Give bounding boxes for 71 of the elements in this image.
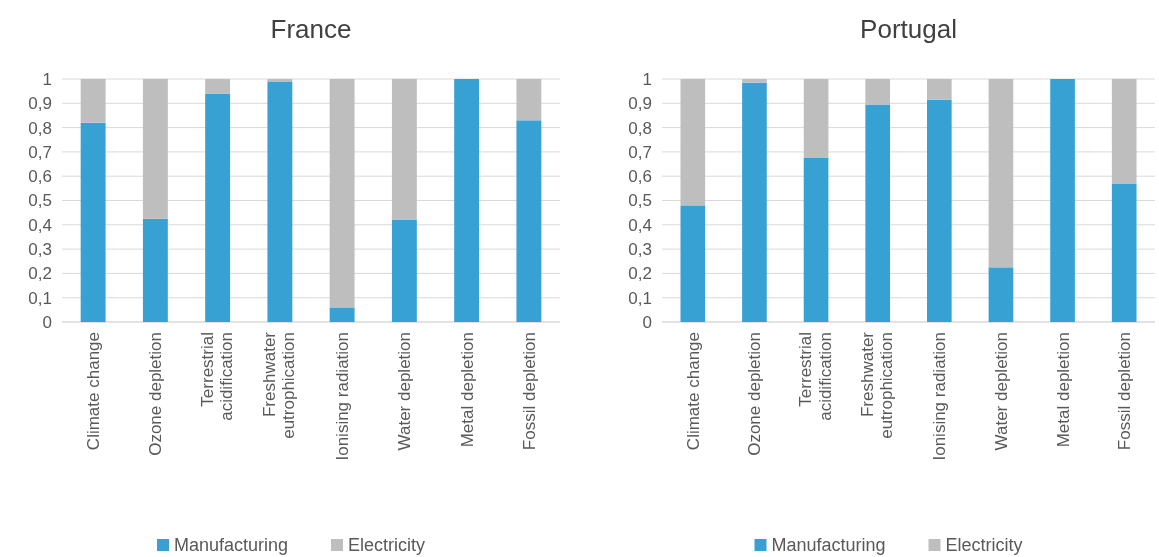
bar (742, 79, 767, 83)
y-tick-label: 0,7 (628, 142, 652, 162)
bar (391, 219, 417, 322)
y-tick-label: 1 (642, 69, 652, 89)
x-tick-label: Terrestrial acidification (197, 332, 237, 421)
y-tick-label: 0,4 (628, 215, 652, 235)
legend-label: Electricity (348, 535, 426, 556)
x-tick-label: Ionising radiation (930, 332, 950, 461)
legend-label: Manufacturing (771, 535, 886, 556)
bar (142, 79, 168, 219)
legend-label: Electricity (945, 535, 1023, 556)
x-tick-label: Climate change (683, 332, 703, 451)
bar (803, 79, 829, 158)
bar (267, 81, 293, 322)
y-tick-label: 0,1 (628, 288, 652, 308)
bar (680, 79, 706, 206)
bar (865, 104, 891, 322)
y-tick-label: 0 (42, 312, 52, 332)
bar (516, 120, 542, 322)
bar (1050, 79, 1075, 322)
chart-title: Portugal (860, 14, 957, 44)
bar (329, 79, 355, 308)
y-tick-label: 0,6 (628, 167, 652, 187)
x-tick-label: Ionising radiation (333, 332, 353, 461)
bar (205, 79, 231, 94)
y-tick-label: 0,4 (28, 215, 52, 235)
x-tick-label: Water depletion (991, 332, 1011, 451)
y-tick-label: 0,5 (28, 191, 52, 211)
bar (926, 99, 952, 322)
bar (329, 307, 355, 322)
y-tick-label: 0,3 (628, 240, 652, 260)
bar (80, 79, 106, 123)
y-tick-label: 0,8 (628, 118, 652, 138)
bar (926, 79, 952, 100)
bar (454, 79, 480, 322)
y-tick-label: 0,6 (28, 167, 52, 187)
x-tick-label: Fossil depletion (1115, 332, 1135, 451)
y-tick-label: 0,8 (28, 118, 52, 138)
y-tick-label: 0,5 (628, 191, 652, 211)
y-tick-label: 0,3 (28, 240, 52, 260)
bar (988, 79, 1014, 268)
y-tick-label: 0,2 (628, 264, 652, 284)
x-tick-label: Ozone depletion (745, 332, 765, 456)
x-tick-label: Water depletion (395, 332, 415, 451)
bar (80, 122, 106, 322)
bar (865, 79, 891, 105)
bar (680, 205, 706, 322)
x-tick-label: Terrestrial acidification (795, 332, 835, 421)
y-tick-label: 0 (642, 312, 652, 332)
y-tick-label: 0,9 (628, 94, 652, 114)
y-tick-label: 0,7 (28, 142, 52, 162)
bar (205, 93, 231, 322)
y-tick-label: 0,2 (28, 264, 52, 284)
x-tick-label: Metal depletion (1053, 332, 1073, 448)
x-tick-label: Fossil depletion (519, 332, 539, 451)
bar (391, 79, 417, 220)
bar (742, 82, 767, 322)
x-tick-label: Metal depletion (457, 332, 477, 448)
legend-label: Manufacturing (174, 535, 289, 556)
bar (516, 79, 542, 121)
chart-title: France (270, 14, 352, 44)
bar (803, 157, 829, 322)
y-tick-label: 0,1 (28, 288, 52, 308)
bar (988, 267, 1014, 322)
y-tick-label: 1 (42, 69, 52, 89)
y-tick-label: 0,9 (28, 94, 52, 114)
x-tick-label: Ozone depletion (146, 332, 166, 456)
bar (142, 218, 168, 322)
x-tick-label: Climate change (84, 332, 104, 451)
bar (1111, 79, 1137, 184)
bar (1111, 183, 1137, 322)
